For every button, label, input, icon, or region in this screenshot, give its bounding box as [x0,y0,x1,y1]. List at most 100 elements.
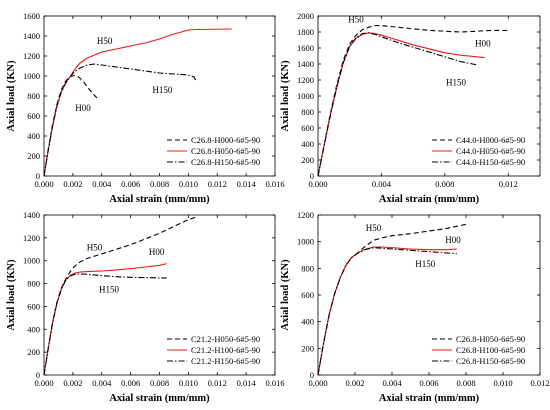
x-tick-label: 0.008 [150,179,169,189]
y-tick-label: 1000 [297,237,314,247]
series-line-3 [317,247,457,376]
y-tick-label: 1000 [23,256,40,266]
x-tick-label: 0.014 [237,378,257,388]
curve-annotation: H50 [366,223,382,233]
x-tick-label: 0.004 [92,179,112,189]
y-tick-label: 1200 [297,75,314,85]
y-tick-label: 200 [301,155,314,165]
legend-entry: C21.2-H100-6#5-90 [191,345,260,355]
curve-annotation: H00 [475,38,491,48]
legend-entry: C44.0-H050-6#5-90 [456,146,525,156]
x-tick-label: 0.002 [63,179,82,189]
y-tick-label: 0 [36,171,40,181]
y-tick-label: 800 [27,279,40,289]
x-tick-label: 0.004 [92,378,112,388]
chart-panel-3: 0.000 0.002 0.004 0.006 0.008 0.010 0.012 0.014… [6,210,285,404]
y-tick-label: 1400 [297,59,314,69]
legend-entry: C21.2-H150-6#5-90 [191,356,260,366]
chart-panel-2: 0.000 0.004 0.008 0.012 0 200 400 600 800 1000 120… [280,11,541,205]
y-tick-label: 0 [310,171,314,181]
x-tick-label: 0.012 [530,378,549,388]
legend-entry: C26.8-H000-6#5-90 [191,135,260,145]
y-tick-label: 800 [301,107,314,117]
y-tick-label: 1600 [297,43,314,53]
x-tick-label: 0.012 [499,179,518,189]
y-tick-label: 200 [27,151,40,161]
x-tick-label: 0.010 [493,378,512,388]
x-tick-label: 0.000 [34,179,53,189]
curve-annotation: H50 [97,36,113,46]
y-tick-label: 400 [301,139,314,149]
x-tick-label: 0.010 [179,378,198,388]
y-axis-label: Axial load (KN) [6,259,17,331]
y-tick-label: 1400 [23,31,40,41]
y-tick-label: 1200 [297,210,314,220]
y-tick-label: 600 [27,301,40,311]
y-tick-label: 1200 [23,51,40,61]
x-tick-label: 0.000 [308,378,327,388]
legend-entry: C26.8-H050-6#5-90 [456,334,525,344]
series-line-3 [317,32,477,177]
y-tick-label: 600 [301,123,314,133]
chart-panel-4: 0.000 0.002 0.004 0.006 0.008 0.010 0.012 0 200 4… [280,210,550,404]
series-line-1 [317,223,467,376]
y-tick-label: 800 [301,263,314,273]
x-axis-label: Axial strain (mm/mm) [379,194,480,205]
y-axis-label: Axial load (KN) [280,60,291,132]
y-tick-label: 1400 [23,210,40,220]
curve-annotation: H150 [152,85,172,95]
curve-annotation: H150 [415,259,435,269]
x-tick-label: 0.012 [208,179,227,189]
x-tick-label: 0.010 [179,179,198,189]
curve-annotation: H00 [75,103,91,113]
x-tick-label: 0.006 [121,378,140,388]
y-axis-label: Axial load (KN) [280,259,291,331]
y-tick-label: 400 [27,324,40,334]
y-tick-label: 0 [36,370,40,380]
legend-entry: C26.8-H050-6#5-90 [191,146,260,156]
series-line-1 [43,216,196,376]
y-tick-label: 200 [27,347,40,357]
x-tick-label: 0.006 [121,179,140,189]
series-line-1 [317,25,509,177]
curve-annotation: H50 [87,242,103,252]
legend-entry: C21.2-H050-6#5-90 [191,334,260,344]
y-tick-label: 200 [301,343,314,353]
y-tick-label: 2000 [297,11,314,21]
curve-annotation: H00 [445,235,461,245]
x-axis-label: Axial strain (mm/mm) [109,194,210,205]
y-tick-label: 600 [301,290,314,300]
curve-annotation: H50 [348,14,364,24]
y-tick-label: 1000 [297,91,314,101]
x-tick-label: 0.002 [63,378,82,388]
series-line-3 [43,63,197,177]
x-tick-label: 0.006 [419,378,438,388]
y-tick-label: 1600 [23,11,40,21]
y-tick-label: 1000 [23,71,40,81]
legend-entry: C26.8-H150-6#5-90 [456,356,525,366]
legend-entry: C44.0-H000-6#5-90 [456,135,525,145]
x-tick-label: 0.004 [372,179,392,189]
legend-entry: C26.8-H100-6#5-90 [456,345,525,355]
series-line-2 [43,263,167,376]
x-tick-label: 0.014 [237,179,257,189]
y-tick-label: 600 [27,111,40,121]
x-axis-label: Axial strain (mm/mm) [109,393,210,404]
x-tick-label: 0.008 [435,179,454,189]
y-tick-label: 1200 [23,233,40,243]
x-tick-label: 0.012 [208,378,227,388]
legend-entry: C44.0-H150-6#5-90 [456,157,525,167]
x-tick-label: 0.016 [265,179,284,189]
x-axis-label: Axial strain (mm/mm) [379,393,480,404]
curve-annotation: H150 [99,285,119,295]
x-tick-label: 0.004 [382,378,402,388]
y-axis-label: Axial load (KN) [6,60,17,132]
x-tick-label: 0.008 [456,378,475,388]
legend-entry: C26.8-H150-6#5-90 [191,157,260,167]
chart-panel-1: 0.000 0.002 0.004 0.006 0.008 0.010 0.012 0.014… [6,11,285,205]
x-tick-label: 0.000 [34,378,53,388]
y-tick-label: 400 [27,131,40,141]
y-tick-label: 0 [310,370,314,380]
y-tick-label: 800 [27,91,40,101]
